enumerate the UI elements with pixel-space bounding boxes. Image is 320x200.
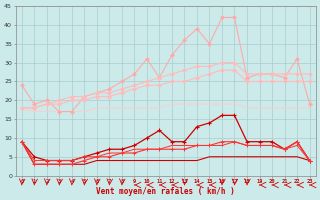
X-axis label: Vent moyen/en rafales ( km/h ): Vent moyen/en rafales ( km/h ) [96, 187, 235, 196]
